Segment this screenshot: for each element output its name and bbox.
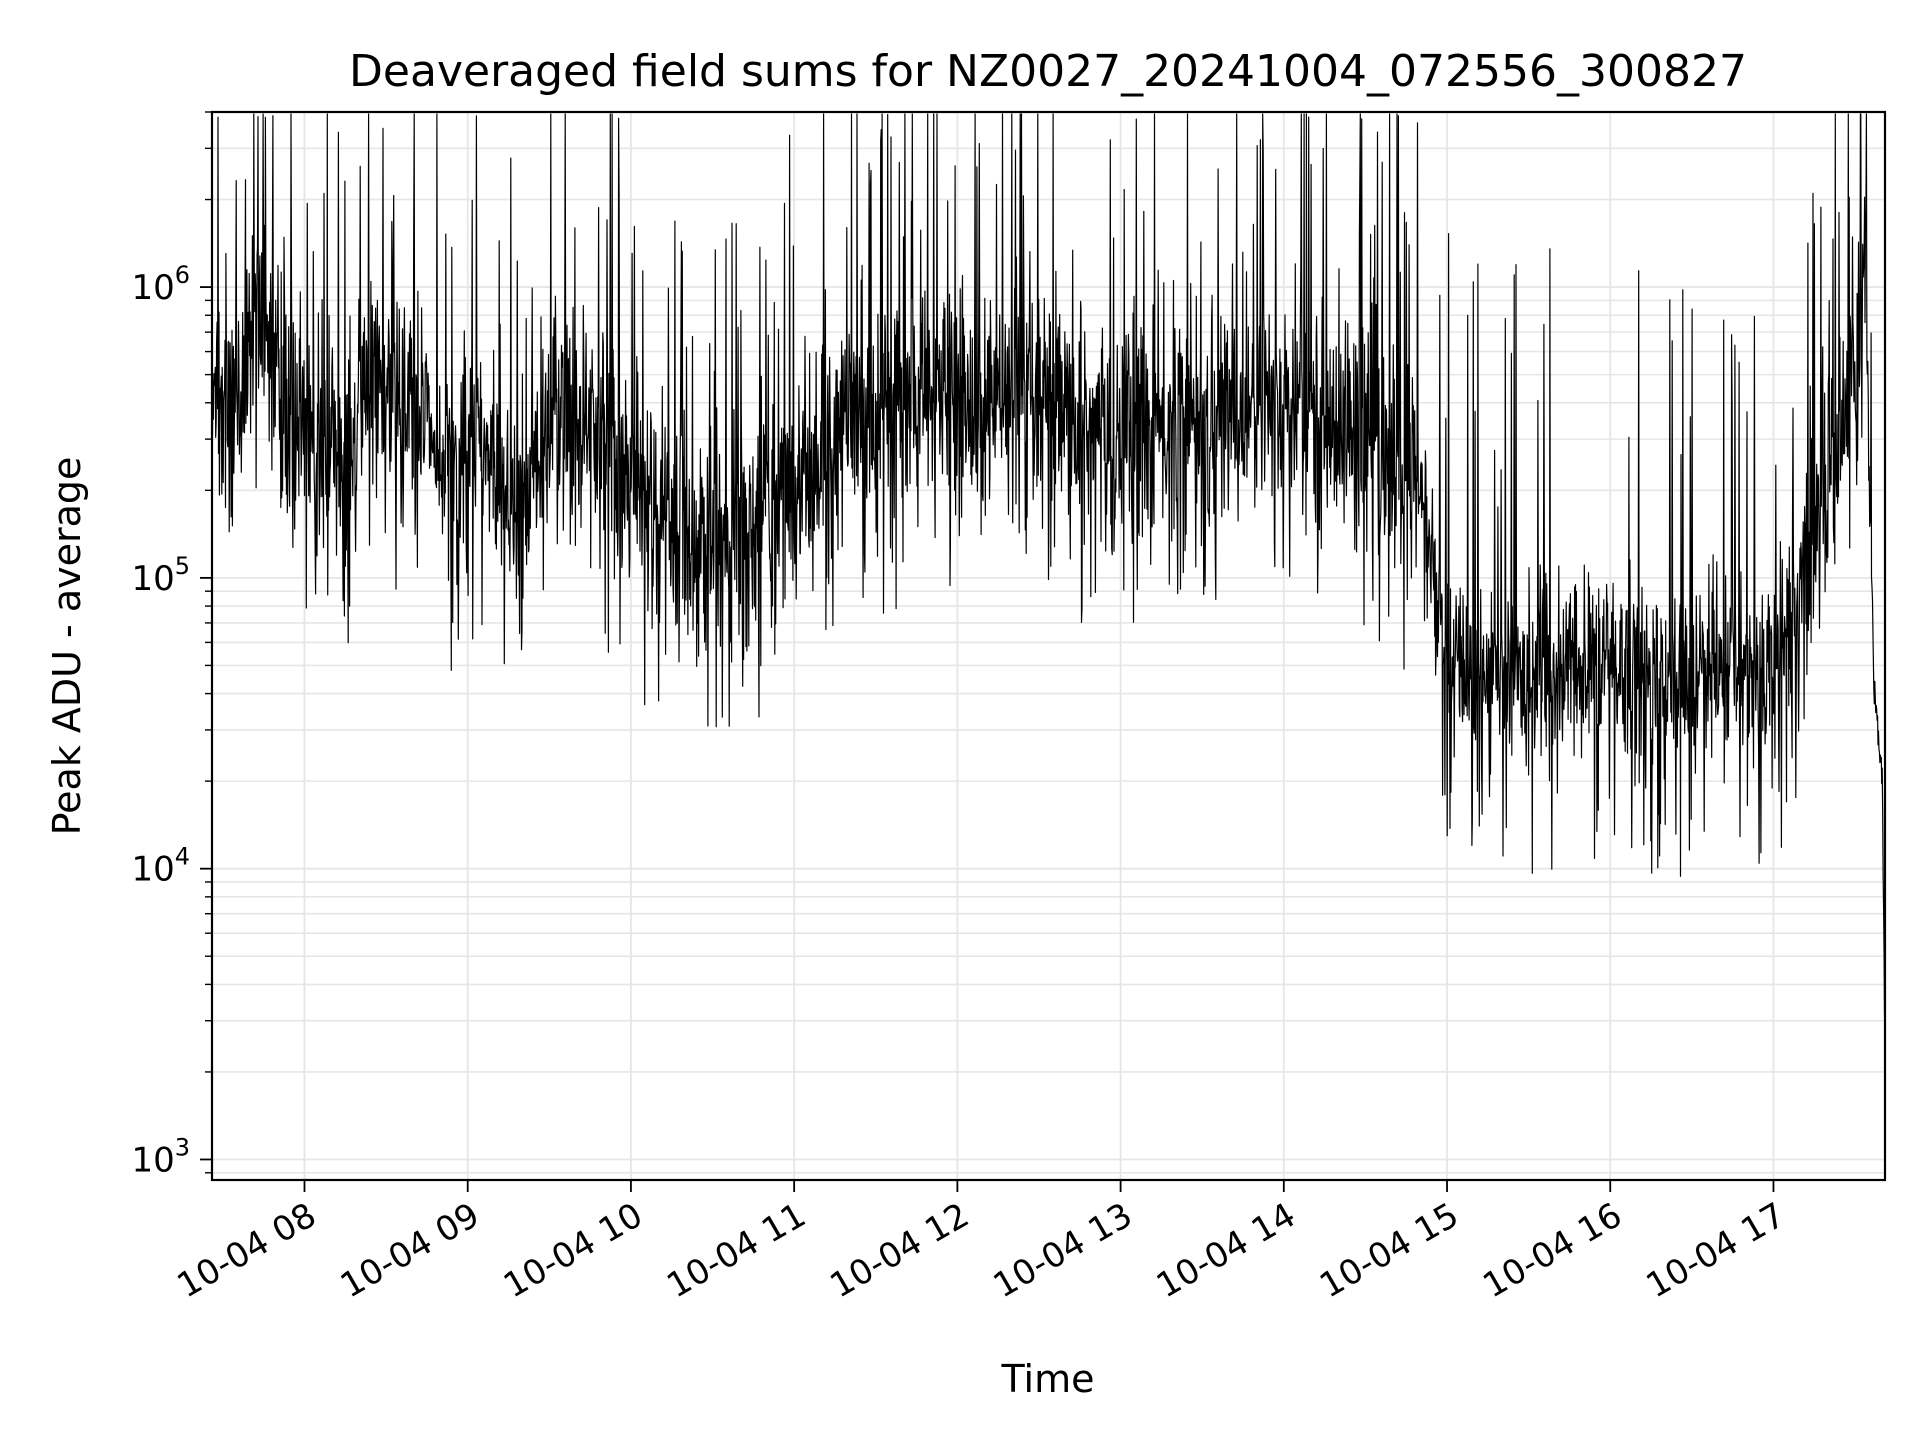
plot-area-frame <box>210 110 1887 1182</box>
y-tick-label: 106 <box>131 261 190 308</box>
y-tick-label: 104 <box>131 843 190 890</box>
y-tick-label: 103 <box>131 1133 190 1180</box>
y-tick-label: 105 <box>131 552 190 599</box>
chart-title: Deaveraged field sums for NZ0027_2024100… <box>349 46 1747 97</box>
x-axis-label: Time <box>1001 1357 1095 1401</box>
series-line <box>211 113 1886 1042</box>
y-axis-label: Peak ADU - average <box>45 457 89 836</box>
grid <box>212 111 1885 1180</box>
series-layer <box>211 113 1886 1042</box>
